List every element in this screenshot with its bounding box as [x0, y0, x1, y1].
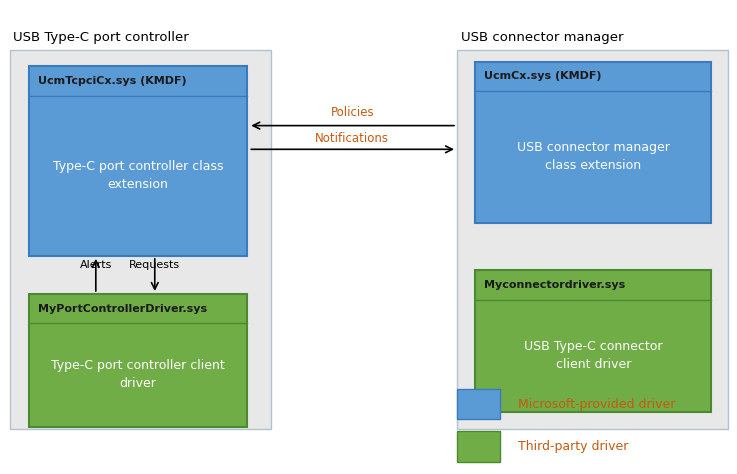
- Text: MyPortControllerDriver.sys: MyPortControllerDriver.sys: [38, 303, 207, 314]
- FancyBboxPatch shape: [475, 62, 711, 223]
- Text: Microsoft-provided driver: Microsoft-provided driver: [518, 398, 676, 410]
- FancyBboxPatch shape: [29, 294, 247, 427]
- Text: USB Type-C connector
client driver: USB Type-C connector client driver: [524, 340, 663, 372]
- Text: USB connector manager: USB connector manager: [461, 31, 623, 44]
- Text: Type-C port controller client
driver: Type-C port controller client driver: [52, 359, 225, 391]
- Text: UcmCx.sys (KMDF): UcmCx.sys (KMDF): [484, 71, 601, 82]
- FancyBboxPatch shape: [10, 50, 271, 429]
- FancyBboxPatch shape: [29, 66, 247, 256]
- Text: Type-C port controller class
extension: Type-C port controller class extension: [53, 160, 223, 191]
- Text: Notifications: Notifications: [315, 132, 389, 145]
- Text: Myconnectordriver.sys: Myconnectordriver.sys: [484, 280, 626, 290]
- Text: Requests: Requests: [129, 260, 181, 270]
- FancyBboxPatch shape: [457, 50, 728, 429]
- FancyBboxPatch shape: [475, 270, 711, 412]
- Text: USB connector manager
class extension: USB connector manager class extension: [517, 141, 670, 173]
- FancyBboxPatch shape: [457, 431, 500, 462]
- Text: USB Type-C port controller: USB Type-C port controller: [13, 31, 189, 44]
- Text: Policies: Policies: [330, 107, 374, 119]
- Text: Third-party driver: Third-party driver: [518, 440, 629, 453]
- Text: UcmTcpciCx.sys (KMDF): UcmTcpciCx.sys (KMDF): [38, 76, 187, 86]
- Text: Alerts: Alerts: [80, 260, 112, 270]
- FancyBboxPatch shape: [457, 389, 500, 419]
